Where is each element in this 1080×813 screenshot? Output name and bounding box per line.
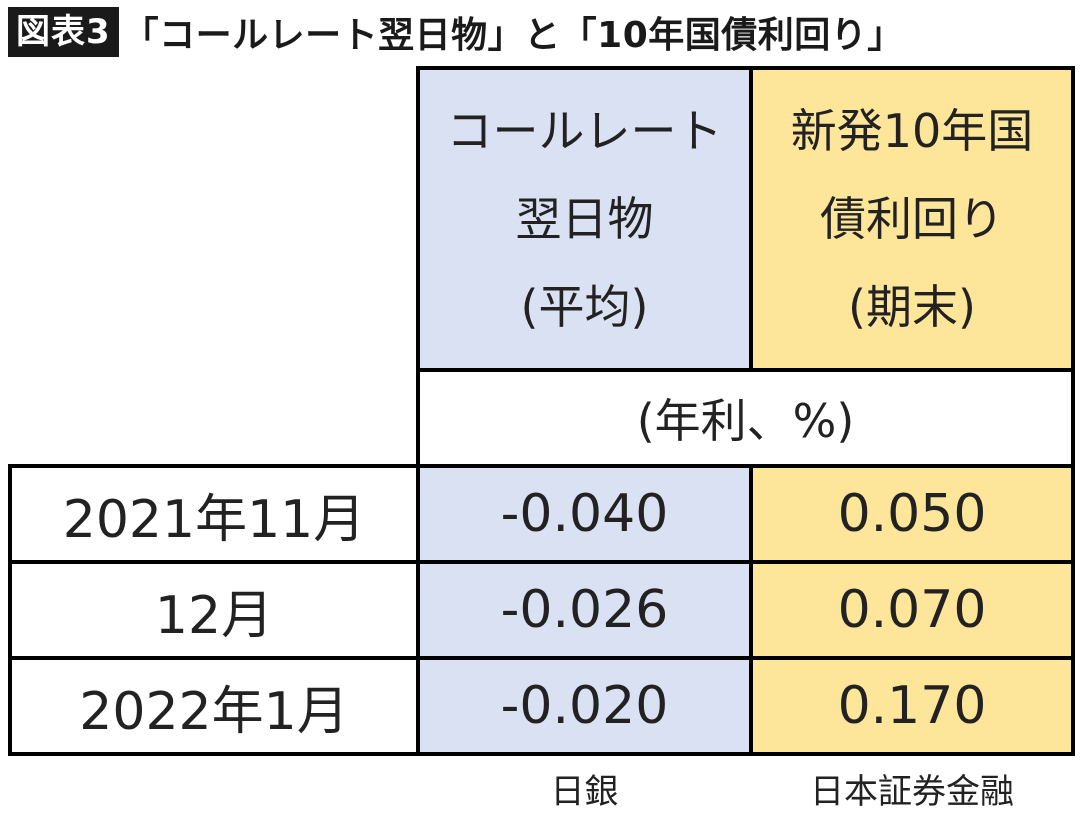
column-header-jgb-yield: 新発10年国 債利回り (期末) bbox=[751, 68, 1073, 370]
grid-line-top-header bbox=[416, 66, 1075, 70]
figure-title: 「コールレート翌日物」と「10年国債利回り」 bbox=[122, 15, 904, 56]
grid-line-under-unit bbox=[8, 464, 1075, 468]
jgb-yield-2021-11: 0.050 bbox=[751, 466, 1073, 562]
call-rate-2022-01: -0.020 bbox=[418, 658, 751, 754]
call-rate-2021-12: -0.026 bbox=[418, 562, 751, 658]
column-header-call-rate-line-2: 翌日物 bbox=[515, 192, 654, 246]
figure-badge: 図表3 bbox=[8, 7, 119, 57]
grid-line-bottom bbox=[8, 752, 1075, 756]
row-label-2021-12: 12月 bbox=[10, 562, 418, 658]
source-jgb-yield: 日本証券金融 bbox=[810, 772, 1014, 812]
grid-line-column-divider-header bbox=[749, 66, 753, 372]
grid-line-row-1 bbox=[8, 560, 1075, 564]
column-header-jgb-yield-line-3: (期末) bbox=[848, 280, 976, 334]
jgb-yield-2022-01: 0.170 bbox=[751, 658, 1073, 754]
grid-line-right bbox=[1071, 66, 1075, 756]
column-header-call-rate: コールレート 翌日物 (平均) bbox=[418, 68, 751, 370]
call-rate-2021-11: -0.040 bbox=[418, 466, 751, 562]
unit-label: (年利、%) bbox=[418, 370, 1073, 466]
grid-line-left-header bbox=[416, 66, 420, 756]
row-label-2022-01: 2022年1月 bbox=[10, 658, 418, 754]
column-header-jgb-yield-line-1: 新発10年国 bbox=[790, 104, 1034, 158]
figure-title-row: 図表3 「コールレート翌日物」と「10年国債利回り」 bbox=[8, 4, 904, 60]
grid-line-row-2 bbox=[8, 656, 1075, 660]
grid-line-left-body bbox=[8, 464, 12, 756]
source-call-rate: 日銀 bbox=[550, 772, 619, 812]
column-header-call-rate-line-3: (平均) bbox=[520, 280, 649, 334]
row-label-2021-11: 2021年11月 bbox=[10, 466, 418, 562]
jgb-yield-2021-12: 0.070 bbox=[751, 562, 1073, 658]
column-header-call-rate-line-1: コールレート bbox=[446, 104, 723, 158]
column-header-jgb-yield-line-2: 債利回り bbox=[820, 192, 1004, 246]
grid-line-under-header bbox=[416, 368, 1075, 372]
grid-line-column-divider-body bbox=[749, 464, 753, 756]
